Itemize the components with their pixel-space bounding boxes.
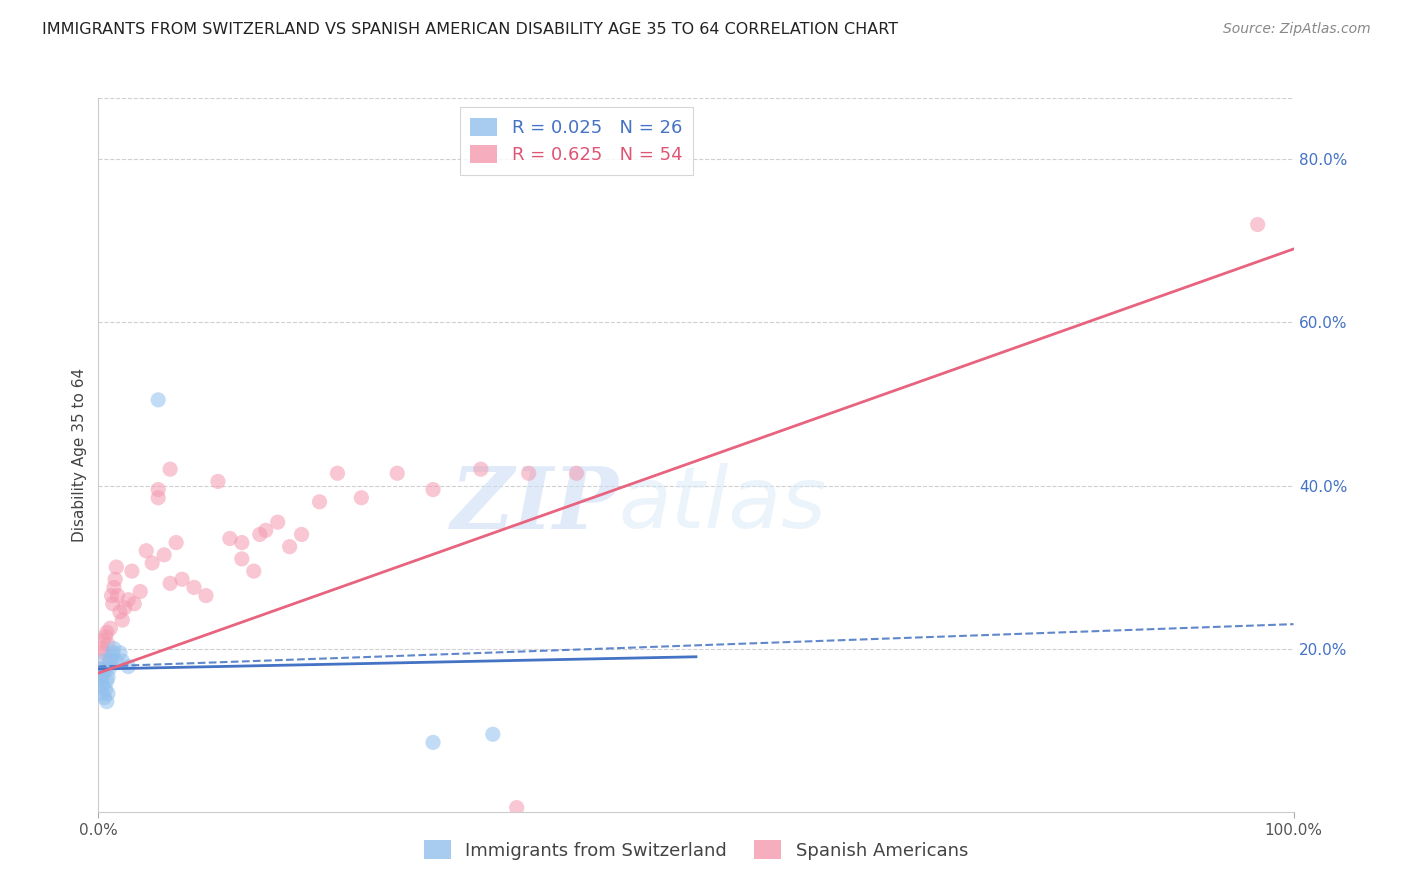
Point — [565, 467, 588, 481]
Point — [98, 654, 121, 668]
Point — [101, 646, 124, 660]
Point — [278, 540, 301, 554]
Point — [93, 690, 115, 705]
Point — [100, 649, 122, 664]
Point — [91, 633, 114, 648]
Point — [91, 678, 114, 692]
Point — [148, 491, 170, 505]
Point — [385, 467, 409, 481]
Point — [129, 584, 152, 599]
Point — [506, 800, 529, 814]
Point — [124, 597, 146, 611]
Point — [90, 674, 112, 689]
Point — [94, 662, 117, 676]
Point — [231, 552, 253, 566]
Point — [111, 613, 134, 627]
Point — [91, 686, 114, 700]
Point — [159, 576, 181, 591]
Point — [96, 674, 118, 689]
Point — [108, 605, 131, 619]
Point — [121, 564, 143, 578]
Point — [97, 686, 120, 700]
Point — [104, 572, 127, 586]
Point — [231, 535, 253, 549]
Point — [267, 515, 290, 529]
Point — [96, 695, 118, 709]
Point — [159, 462, 181, 476]
Text: Source: ZipAtlas.com: Source: ZipAtlas.com — [1223, 22, 1371, 37]
Point — [103, 581, 125, 595]
Point — [105, 560, 128, 574]
Point — [517, 467, 540, 481]
Point — [141, 556, 163, 570]
Point — [91, 666, 114, 681]
Y-axis label: Disability Age 35 to 64: Disability Age 35 to 64 — [72, 368, 87, 542]
Point — [481, 727, 505, 741]
Point — [470, 462, 492, 476]
Point — [172, 572, 194, 586]
Text: ZIP: ZIP — [450, 463, 619, 547]
Point — [91, 641, 114, 656]
Point — [103, 641, 125, 656]
Point — [100, 589, 122, 603]
Point — [183, 581, 205, 595]
Point — [97, 638, 120, 652]
Point — [165, 535, 187, 549]
Point — [350, 491, 373, 505]
Point — [249, 527, 271, 541]
Point — [291, 527, 314, 541]
Point — [148, 392, 170, 407]
Point — [207, 475, 229, 489]
Point — [94, 682, 117, 697]
Point — [219, 532, 242, 546]
Point — [308, 495, 330, 509]
Point — [1246, 218, 1268, 232]
Point — [153, 548, 176, 562]
Point — [89, 662, 111, 676]
Point — [90, 670, 112, 684]
Point — [148, 483, 170, 497]
Point — [108, 646, 131, 660]
Point — [93, 654, 115, 668]
Point — [89, 662, 111, 676]
Point — [194, 589, 218, 603]
Point — [98, 621, 122, 635]
Legend: Immigrants from Switzerland, Spanish Americans: Immigrants from Switzerland, Spanish Ame… — [416, 833, 976, 867]
Point — [326, 467, 349, 481]
Point — [422, 483, 444, 497]
Text: atlas: atlas — [619, 463, 827, 547]
Point — [94, 629, 117, 643]
Point — [254, 524, 277, 538]
Point — [135, 543, 157, 558]
Point — [243, 564, 266, 578]
Point — [114, 600, 136, 615]
Point — [117, 592, 139, 607]
Point — [96, 625, 118, 640]
Point — [91, 670, 114, 684]
Point — [111, 654, 134, 668]
Point — [93, 646, 115, 660]
Point — [107, 589, 129, 603]
Point — [98, 662, 121, 676]
Point — [117, 659, 139, 673]
Point — [105, 654, 128, 668]
Point — [101, 597, 124, 611]
Point — [97, 670, 120, 684]
Text: IMMIGRANTS FROM SWITZERLAND VS SPANISH AMERICAN DISABILITY AGE 35 TO 64 CORRELAT: IMMIGRANTS FROM SWITZERLAND VS SPANISH A… — [42, 22, 898, 37]
Point — [98, 654, 122, 668]
Point — [422, 735, 444, 749]
